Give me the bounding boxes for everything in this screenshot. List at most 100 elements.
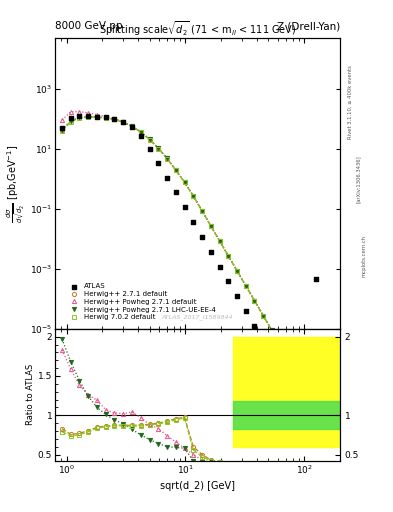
Y-axis label: $\frac{d\sigma}{d\sqrt{d_2^{\,}}}$ [pb,GeV$^{-1}$]: $\frac{d\sigma}{d\sqrt{d_2^{\,}}}$ [pb,G… [4,144,27,223]
Herwig++ Powheg 2.7.1 default [243,283,248,289]
Herwig++ 2.7.1 default [243,283,248,289]
ATLAS [277,367,284,375]
Herwig 7.0.2 default [165,156,169,162]
Herwig 7.0.2 default [121,119,126,125]
Herwig 7.0.2 default [208,223,213,229]
ATLAS [76,112,83,120]
Herwig 7.0.2 default [313,402,318,409]
Herwig 7.0.2 default [278,343,283,349]
Herwig++ 2.7.1 default [305,387,309,393]
Herwig++ Powheg 2.7.1 default [86,110,90,116]
Herwig 7.0.2 default [60,127,64,134]
Herwig++ Powheg 2.7.1 LHC-UE-EE-4 [208,223,213,229]
Herwig 7.0.2 default [200,208,204,214]
ATLAS [208,247,214,255]
ATLAS [286,382,293,391]
Text: ATLAS_2017_I1589844: ATLAS_2017_I1589844 [162,314,233,320]
Herwig++ Powheg 2.7.1 LHC-UE-EE-4 [217,238,222,244]
Herwig++ Powheg 2.7.1 default [296,372,301,378]
Herwig++ Powheg 2.7.1 default [95,112,99,118]
Herwig++ Powheg 2.7.1 LHC-UE-EE-4 [130,123,134,130]
Herwig++ Powheg 2.7.1 default [270,327,274,333]
Herwig 7.0.2 default [226,253,231,259]
Herwig 7.0.2 default [103,115,108,121]
Herwig++ 2.7.1 default [138,129,143,135]
Herwig++ Powheg 2.7.1 LHC-UE-EE-4 [121,119,126,125]
Herwig++ 2.7.1 default [252,297,257,304]
Herwig 7.0.2 default [147,136,152,142]
Herwig 7.0.2 default [296,373,301,379]
ATLAS [295,397,301,406]
ATLAS [182,203,188,211]
Herwig 7.0.2 default [270,328,274,334]
Herwig++ Powheg 2.7.1 LHC-UE-EE-4 [173,167,178,173]
Herwig++ Powheg 2.7.1 default [103,114,108,120]
Herwig++ Powheg 2.7.1 LHC-UE-EE-4 [138,129,143,135]
Herwig++ Powheg 2.7.1 LHC-UE-EE-4 [200,208,204,214]
Herwig 7.0.2 default [287,357,292,364]
Line: Herwig++ 2.7.1 default: Herwig++ 2.7.1 default [60,115,318,408]
Herwig++ 2.7.1 default [217,238,222,244]
Herwig++ 2.7.1 default [235,267,239,273]
Herwig++ Powheg 2.7.1 default [217,238,222,244]
ATLAS [199,232,205,241]
Herwig++ Powheg 2.7.1 LHC-UE-EE-4 [313,402,318,409]
ATLAS [68,114,74,122]
Herwig++ Powheg 2.7.1 default [305,387,309,393]
ATLAS [173,187,179,196]
Herwig 7.0.2 default [217,238,222,244]
ATLAS [146,145,152,153]
Herwig++ Powheg 2.7.1 default [121,119,126,125]
ATLAS [217,263,223,271]
Herwig++ Powheg 2.7.1 LHC-UE-EE-4 [165,155,169,161]
Herwig++ 2.7.1 default [313,402,318,409]
Herwig++ Powheg 2.7.1 LHC-UE-EE-4 [191,193,196,199]
Herwig 7.0.2 default [243,283,248,289]
ATLAS [260,337,266,346]
Herwig++ Powheg 2.7.1 LHC-UE-EE-4 [156,145,161,151]
Herwig++ 2.7.1 default [165,155,169,161]
Herwig++ 2.7.1 default [103,115,108,121]
Herwig++ 2.7.1 default [208,223,213,229]
Herwig 7.0.2 default [77,115,82,121]
Herwig++ 2.7.1 default [95,114,99,120]
Herwig++ 2.7.1 default [112,116,117,122]
Herwig++ Powheg 2.7.1 LHC-UE-EE-4 [77,114,82,120]
Legend: ATLAS, Herwig++ 2.7.1 default, Herwig++ Powheg 2.7.1 default, Herwig++ Powheg 2.: ATLAS, Herwig++ 2.7.1 default, Herwig++ … [64,281,218,323]
ATLAS [225,278,231,286]
Herwig++ Powheg 2.7.1 default [287,357,292,364]
Herwig++ Powheg 2.7.1 default [235,267,239,273]
Herwig++ Powheg 2.7.1 LHC-UE-EE-4 [60,126,64,133]
Herwig++ 2.7.1 default [296,372,301,378]
ATLAS [242,307,249,315]
Title: Splitting scale$\sqrt{d_2}$ (71 < m$_{ll}$ < 111 GeV): Splitting scale$\sqrt{d_2}$ (71 < m$_{ll… [99,19,296,38]
Herwig++ Powheg 2.7.1 default [147,137,152,143]
Herwig++ Powheg 2.7.1 default [261,312,266,318]
Line: Herwig++ Powheg 2.7.1 LHC-UE-EE-4: Herwig++ Powheg 2.7.1 LHC-UE-EE-4 [60,115,318,408]
Herwig++ Powheg 2.7.1 default [77,109,82,115]
Herwig++ Powheg 2.7.1 default [165,155,169,161]
Herwig++ 2.7.1 default [226,253,231,259]
ATLAS [138,132,144,140]
Herwig++ Powheg 2.7.1 LHC-UE-EE-4 [261,312,266,318]
ATLAS [85,112,91,120]
Herwig++ Powheg 2.7.1 LHC-UE-EE-4 [278,343,283,349]
Herwig++ 2.7.1 default [173,167,178,173]
Herwig 7.0.2 default [252,297,257,304]
Herwig 7.0.2 default [130,123,134,130]
ATLAS [164,174,170,182]
Herwig++ 2.7.1 default [200,208,204,214]
Herwig++ 2.7.1 default [270,327,274,333]
Text: [arXiv:1306.3436]: [arXiv:1306.3436] [356,155,361,203]
Y-axis label: Ratio to ATLAS: Ratio to ATLAS [26,364,35,425]
Herwig++ Powheg 2.7.1 LHC-UE-EE-4 [226,253,231,259]
Herwig++ Powheg 2.7.1 LHC-UE-EE-4 [296,372,301,378]
Herwig++ 2.7.1 default [147,136,152,142]
Herwig++ 2.7.1 default [60,127,64,133]
Line: Herwig 7.0.2 default: Herwig 7.0.2 default [60,115,318,408]
Herwig++ 2.7.1 default [261,312,266,318]
Text: Z (Drell-Yan): Z (Drell-Yan) [277,21,340,31]
Herwig++ 2.7.1 default [130,123,134,130]
ATLAS [111,115,118,123]
ATLAS [234,292,240,301]
